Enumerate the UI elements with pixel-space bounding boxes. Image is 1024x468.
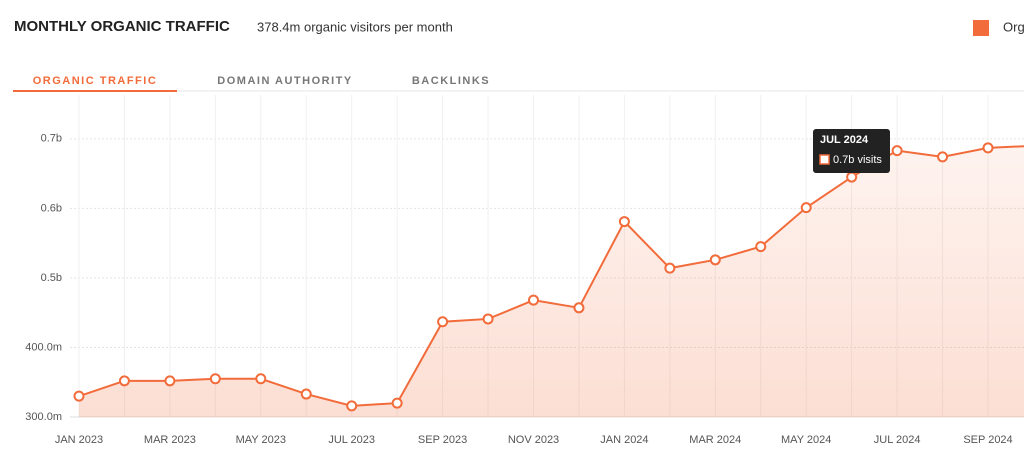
point — [346, 400, 358, 412]
x-tick-label: SEP 2024 — [963, 434, 1012, 446]
point — [846, 171, 858, 183]
x-tick-label: MAY 2024 — [781, 434, 831, 446]
subtitle: 378.4m organic visitors per month — [257, 19, 453, 34]
point — [437, 316, 449, 328]
point — [300, 388, 312, 400]
point — [573, 302, 585, 314]
tooltip-text: 0.7b visits — [833, 154, 882, 166]
y-tick-label: 400.0m — [25, 341, 62, 353]
point — [391, 397, 403, 409]
y-tick-label: 0.7b — [41, 133, 62, 145]
x-tick-label: MAR 2023 — [144, 434, 196, 446]
point — [482, 313, 494, 325]
tab[interactable]: BACKLINKS — [412, 75, 490, 87]
point — [755, 241, 767, 253]
x-tick-label: JAN 2023 — [55, 434, 103, 446]
y-tick-label: 0.6b — [41, 202, 62, 214]
point — [73, 390, 85, 402]
x-tick-label: MAY 2023 — [236, 434, 286, 446]
tooltip-title: JUL 2024 — [820, 134, 869, 146]
tab[interactable]: DOMAIN AUTHORITY — [217, 75, 352, 87]
x-tick-label: JUL 2023 — [328, 434, 375, 446]
point — [209, 373, 221, 385]
point — [891, 145, 903, 157]
point — [118, 375, 130, 387]
point — [618, 216, 630, 228]
point — [709, 254, 721, 266]
tooltip-swatch — [819, 154, 830, 165]
point — [255, 373, 267, 385]
x-tick-label: SEP 2023 — [418, 434, 467, 446]
legend-label[interactable]: Org — [1003, 19, 1024, 34]
x-tick-label: MAR 2024 — [689, 434, 741, 446]
point — [800, 202, 812, 214]
legend-swatch — [973, 20, 989, 36]
x-tick-label: NOV 2023 — [508, 434, 559, 446]
tooltip: JUL 2024 0.7b visits — [813, 129, 890, 173]
x-tick-label: JAN 2024 — [600, 434, 648, 446]
point — [982, 142, 994, 154]
y-tick-label: 300.0m — [25, 411, 62, 423]
plot: 300.0m 400.0m 0.5b 0.6b 0.7b JAN 2023 MAR 2023… — [25, 95, 1024, 446]
point — [164, 375, 176, 387]
x-tick-label: JUL 2024 — [874, 434, 921, 446]
y-tick-label: 0.5b — [41, 272, 62, 284]
area — [79, 146, 1024, 417]
point — [664, 262, 676, 274]
point — [937, 151, 949, 163]
point — [528, 294, 539, 306]
page-title: MONTHLY ORGANIC TRAFFIC — [14, 18, 230, 35]
tab[interactable]: ORGANIC TRAFFIC — [33, 75, 158, 87]
tooltip-box — [813, 129, 890, 173]
